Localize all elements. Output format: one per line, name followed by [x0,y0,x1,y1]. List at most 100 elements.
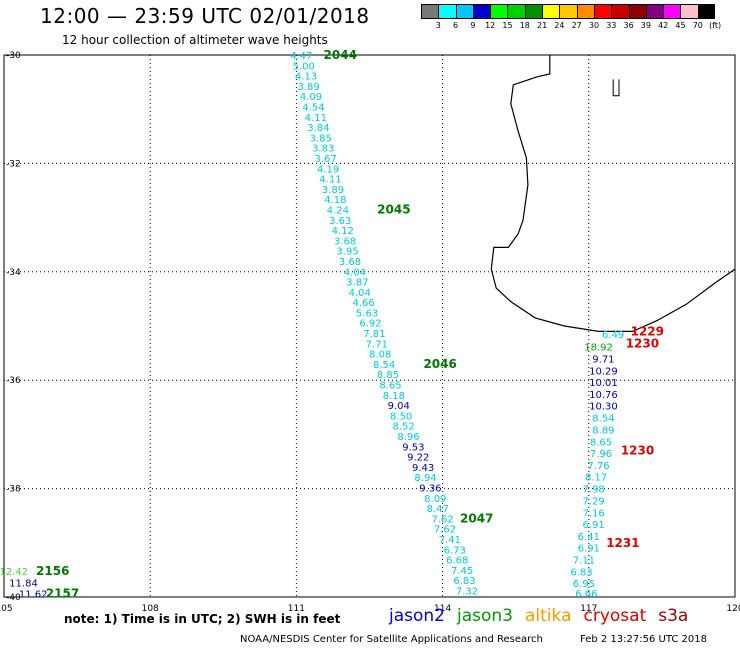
swh-value: 3.84 [307,123,329,134]
satellite-jason3: jason3 [457,606,513,626]
legend-swatch [421,4,439,19]
page-subtitle: 12 hour collection of altimeter wave hei… [62,33,328,47]
swh-value: 8.52 [392,422,414,433]
swh-value: 7.29 [583,497,605,508]
swh-value: 9.36 [419,484,441,495]
lon-tick-label: 108 [142,604,159,614]
swh-value: 10.76 [589,390,618,401]
swh-value: 5.63 [356,308,378,319]
swh-value: 4.04 [344,267,366,278]
satellite-altika: altika [525,606,572,626]
legend-label: 12 [485,21,496,30]
swh-value: 8.09 [424,494,446,505]
satellite-s3a: s3a [658,606,689,626]
swh-value: 8.89 [592,426,614,437]
swh-value: 7.62 [431,514,453,525]
swh-value: 4.13 [295,72,317,83]
swh-value: 7.81 [363,329,385,340]
satellite-jason2: jason2 [389,606,445,626]
swh-value: 4.66 [353,298,375,309]
swh-value: 7.45 [451,566,473,577]
swh-value: 4.04 [349,288,371,299]
swh-value: 7.16 [583,508,605,519]
swh-value: 3.87 [346,278,368,289]
legend-label: 3 [435,21,441,30]
legend-swatch [507,4,525,19]
swh-value: 8.08 [369,350,391,361]
swh-value: 7.76 [587,461,609,472]
pass-time-label: 1231 [606,536,639,550]
credit-line: NOAA/NESDIS Center for Satellite Applica… [240,634,543,645]
swh-value: 3.83 [312,144,334,155]
legend-swatch [455,4,473,19]
swh-value: 4.19 [317,164,339,175]
swh-value: 3.89 [322,185,344,196]
swh-value: 7.96 [590,449,612,460]
legend-label: 36 [623,21,634,30]
swh-value: 3.63 [329,216,351,227]
lon-tick-label: 114 [434,604,451,614]
swh-value: 6.83 [570,568,592,579]
swh-value: 4.11 [305,113,327,124]
swh-value: 8.65 [379,381,401,392]
swh-value: 3.68 [339,257,361,268]
pass-time-label: 2045 [377,202,410,216]
legend-label: 42 [658,21,669,30]
lat-tick-label: -34 [6,268,21,278]
legend-swatch [663,4,681,19]
swh-value: 3.67 [315,154,337,165]
swh-value: 7.98 [583,485,605,496]
coastline-feature [612,79,620,97]
swh-value: 4.47 [290,51,312,62]
legend-swatch [472,4,491,19]
lon-tick-label: 120 [726,604,740,614]
legend-label: 15 [502,21,513,30]
swh-value: 10.29 [589,366,618,377]
legend-swatch [490,4,508,19]
pass-time-label: 2157 [46,587,79,601]
legend-swatch [680,4,698,19]
legend-swatch [645,4,664,19]
swh-value: 8.94 [414,473,436,484]
lon-tick-label: 105 [0,604,13,614]
footnote: note: 1) Time is in UTC; 2) SWH is in fe… [64,612,341,626]
legend-label: 27 [571,21,582,30]
swh-value: 6.49 [602,330,624,341]
pass-time-label: 1230 [621,444,654,458]
swh-value: 5.00 [293,61,315,72]
swh-value: 8.50 [390,411,412,422]
legend-label: 6 [453,21,459,30]
lon-tick-label: 117 [580,604,597,614]
legend-labels: 3 6 9 12 15 18 21 24 27 30 33 36 39 42 45 70 (ft) [421,19,721,33]
legend-swatch [576,4,594,19]
swh-value: 4.18 [324,195,346,206]
swh-value: 6.95 [573,579,595,590]
swh-value: 9.71 [592,355,614,366]
swh-value: 4.24 [327,205,349,216]
pass-time-label: 2156 [36,564,69,578]
legend-swatch [438,4,456,19]
legend-label: 9 [470,21,476,30]
lat-tick-label: -38 [6,485,21,495]
swh-value: 11.84 [9,578,38,589]
swh-value: 9.22 [407,453,429,464]
swh-value: 6.91 [578,544,600,555]
legend-swatch [697,4,716,19]
swh-value: 8.17 [585,473,607,484]
swh-value: 8.85 [377,370,399,381]
pass-time-label: 1229 [631,324,664,338]
swh-value: 11.62 [19,590,48,601]
swh-value: 6.41 [578,532,600,543]
legend-swatch [524,4,543,19]
satellite-cryosat: cryosat [583,606,647,626]
legend-swatches [421,4,716,19]
swh-value: 8.65 [590,437,612,448]
swh-value: 10.01 [589,378,618,389]
legend-label: 21 [537,21,548,30]
swh-value: 7.32 [456,586,478,597]
page-title: 12:00 — 23:59 UTC 02/01/2018 [40,4,370,28]
swh-value: 8.54 [373,360,395,371]
swh-value: 12.42 [0,567,28,578]
swh-value: 4.11 [319,175,341,186]
